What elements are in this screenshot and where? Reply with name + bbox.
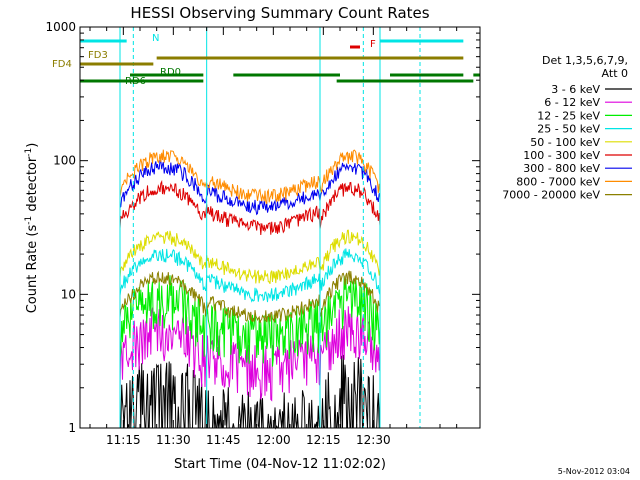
series-line (119, 270, 381, 324)
series-line (119, 159, 381, 216)
y-tick-label: 1000 (45, 20, 76, 34)
flag-label: FD4 (52, 59, 72, 70)
series-line (119, 248, 381, 303)
series-line (119, 179, 381, 236)
y-axis-label-sup: -1 (24, 148, 34, 157)
y-axis-label-part: detector (25, 156, 40, 216)
y-axis-label-sup: -1 (24, 216, 34, 225)
footer-date: 5-Nov-2012 03:04 (558, 467, 630, 476)
legend-label: 12 - 25 keV (537, 109, 600, 122)
y-axis-label-part: ) (25, 143, 40, 148)
flag-label: N (152, 33, 159, 44)
svg-text:Count Rate (s-1 detector-1): Count Rate (s-1 detector-1) (24, 143, 40, 314)
legend-label: 25 - 50 keV (537, 123, 600, 136)
legend-label: 50 - 100 keV (530, 136, 600, 149)
flag-label: RD6 (125, 76, 146, 87)
x-axis-label: Start Time (04-Nov-12 11:02:02) (174, 457, 386, 472)
series-line (119, 306, 381, 402)
y-tick-label: 10 (61, 287, 76, 301)
series-line (119, 275, 381, 367)
legend-label: 7000 - 20000 keV (502, 189, 600, 202)
x-tick-label: 12:00 (256, 433, 291, 447)
flag-label: FD3 (88, 50, 108, 61)
x-tick-label: 11:15 (106, 433, 141, 447)
axes: 1 10 100 1000 11:15 11:30 11:45 12:00 12:15 12:30 (45, 20, 481, 447)
series-line (119, 149, 381, 205)
chart-title: HESSI Observing Summary Count Rates (130, 4, 429, 22)
x-tick-label: 12:30 (356, 433, 391, 447)
x-tick-label: 11:30 (156, 433, 191, 447)
legend-label: 6 - 12 keV (544, 96, 600, 109)
series-line (119, 229, 381, 284)
legend-subtitle: Att 0 (602, 67, 628, 80)
legend-label: 800 - 7000 keV (516, 175, 600, 188)
x-tick-label: 12:15 (306, 433, 341, 447)
plot-frame (79, 26, 481, 429)
flag-label: RD0 (160, 67, 181, 78)
legend-label: 300 - 800 keV (523, 162, 600, 175)
legend-label: 100 - 300 keV (523, 149, 600, 162)
x-tick-label: 11:45 (206, 433, 241, 447)
y-tick-label: 1 (68, 421, 76, 435)
y-axis-label-part: Count Rate (s (25, 225, 40, 314)
y-tick-label: 100 (53, 154, 76, 168)
legend-label: 3 - 6 keV (551, 83, 600, 96)
flag-label: F (370, 39, 376, 50)
legend-title: Det 1,3,5,6,7,9, (542, 54, 628, 67)
y-axis-label: Count Rate (s-1 detector-1) (24, 143, 40, 314)
